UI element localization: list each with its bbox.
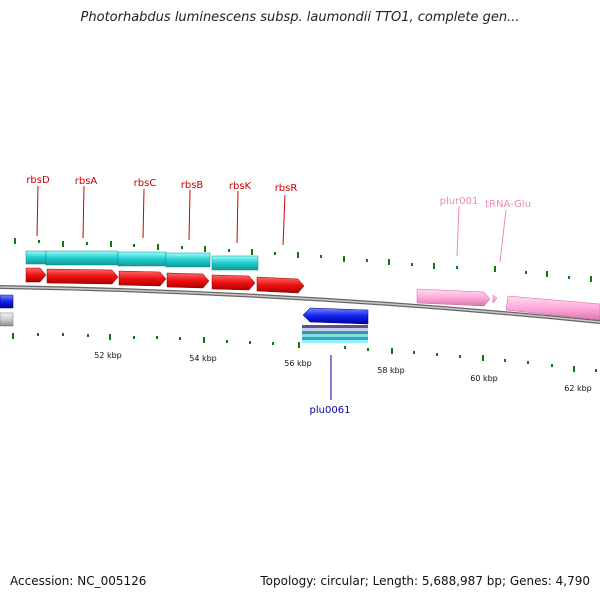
upper-tick-track bbox=[14, 238, 592, 282]
gene-rbsR[interactable] bbox=[256, 276, 305, 294]
scale-label-54: 54 kbp bbox=[189, 354, 217, 363]
partial-blue-gene[interactable] bbox=[0, 294, 14, 309]
rna-box[interactable] bbox=[165, 252, 211, 268]
gene-rbsA[interactable] bbox=[46, 268, 119, 285]
rna-box[interactable] bbox=[25, 250, 47, 265]
scale-label-62: 62 kbp bbox=[564, 384, 592, 393]
label-rbsD[interactable]: rbsD bbox=[26, 175, 50, 186]
scale-labels: 52 kbp 54 kbp 56 kbp 58 kbp 60 kbp 62 kb… bbox=[94, 351, 592, 393]
label-rbsB[interactable]: rbsB bbox=[181, 180, 204, 191]
label-rbsA[interactable]: rbsA bbox=[75, 176, 98, 187]
partial-grey-feature[interactable] bbox=[0, 312, 14, 327]
label-tRNA-Glu[interactable]: tRNA-Glu bbox=[485, 199, 531, 210]
gene-plu0061[interactable] bbox=[302, 307, 369, 325]
gene-rbsB[interactable] bbox=[166, 272, 210, 289]
gene-rbsD[interactable] bbox=[25, 267, 47, 283]
gene-rbsC[interactable] bbox=[118, 270, 167, 287]
cds-features bbox=[25, 267, 305, 294]
scale-label-58: 58 kbp bbox=[377, 366, 405, 375]
scale-label-52: 52 kbp bbox=[94, 351, 122, 360]
map-title: Photorhabdus luminescens subsp. laumondi… bbox=[80, 10, 520, 25]
label-rbsR[interactable]: rbsR bbox=[275, 183, 298, 194]
gene-plur001[interactable] bbox=[416, 288, 491, 307]
label-plur001[interactable]: plur001 bbox=[440, 196, 479, 207]
label-rbsK[interactable]: rbsK bbox=[229, 181, 252, 192]
rna-features bbox=[25, 250, 259, 271]
scale-label-56: 56 kbp bbox=[284, 359, 312, 368]
accession-text: Accession: NC_005126 bbox=[10, 574, 147, 588]
gene-tRNA-Glu[interactable] bbox=[492, 294, 498, 304]
genome-summary-text: Topology: circular; Length: 5,688,987 bp… bbox=[260, 574, 590, 588]
rna-box[interactable] bbox=[45, 250, 119, 266]
scale-label-60: 60 kbp bbox=[470, 374, 498, 383]
lower-tick-track bbox=[12, 333, 597, 372]
gene-rbsK[interactable] bbox=[211, 274, 256, 291]
label-plu0061[interactable]: plu0061 bbox=[310, 405, 351, 416]
label-rbsC[interactable]: rbsC bbox=[134, 178, 157, 189]
pink-feature-right[interactable] bbox=[505, 295, 600, 321]
label-leaders bbox=[36, 185, 507, 400]
plu0061-stack bbox=[302, 325, 368, 343]
rna-box[interactable] bbox=[117, 251, 167, 267]
rna-box[interactable] bbox=[211, 255, 259, 271]
